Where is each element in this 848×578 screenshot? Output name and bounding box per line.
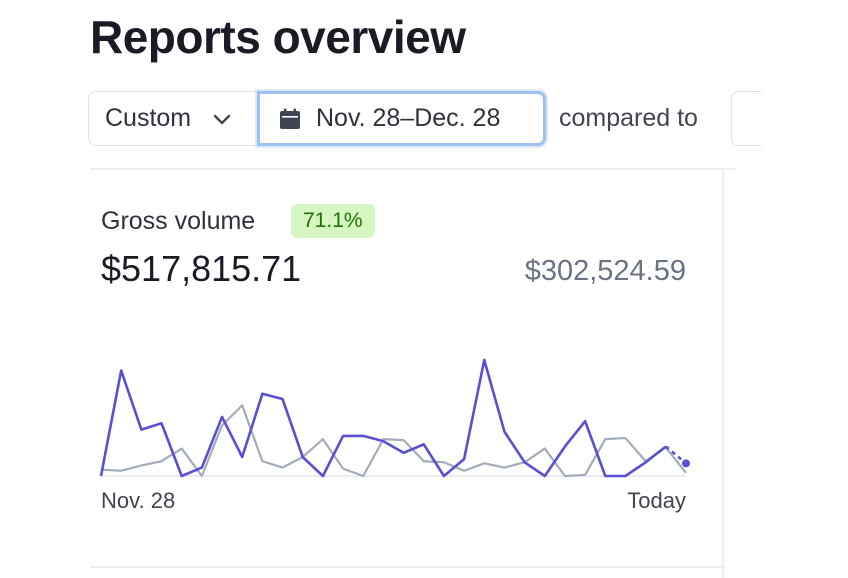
calendar-icon — [278, 107, 302, 131]
card-divider-bottom — [90, 566, 725, 568]
range-preset-label: Custom — [105, 104, 192, 132]
chevron-down-icon — [211, 108, 233, 130]
compared-to-label: compared to — [559, 104, 698, 132]
x-axis-end-label: Today — [627, 488, 686, 513]
current-value: $517,815.71 — [101, 248, 302, 289]
x-axis-start-label: Nov. 28 — [101, 488, 176, 513]
date-range-picker[interactable]: Nov. 28–Dec. 28 — [257, 91, 546, 146]
range-preset-dropdown[interactable]: Custom — [88, 91, 258, 146]
comparison-dropdown[interactable] — [731, 91, 761, 146]
current-series-endpoint — [682, 459, 690, 468]
change-badge: 71.1% — [291, 204, 375, 238]
previous-series-line — [100, 404, 687, 478]
metric-label[interactable]: Gross volume — [101, 207, 256, 235]
page-title: Reports overview — [90, 11, 466, 63]
previous-value: $302,524.59 — [524, 255, 686, 287]
current-series-line — [99, 358, 667, 478]
card-divider-top — [90, 168, 735, 170]
card-divider-right — [722, 168, 724, 578]
date-range-label: Nov. 28–Dec. 28 — [316, 104, 501, 132]
